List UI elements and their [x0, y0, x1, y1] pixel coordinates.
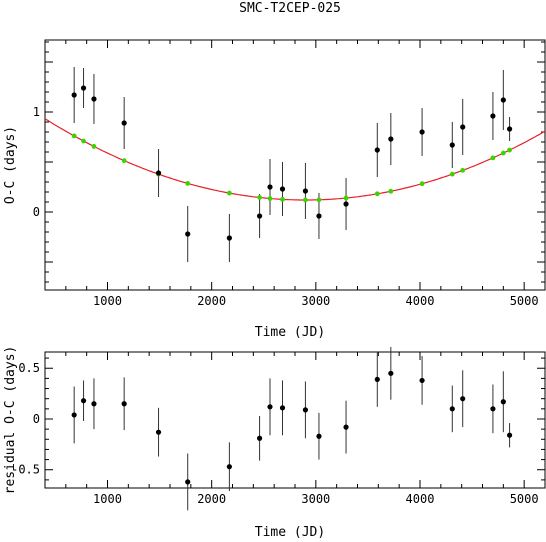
oc-model-point — [316, 197, 322, 203]
oc-data-point — [419, 129, 425, 135]
residual-data-point — [506, 432, 513, 438]
residual-data-point — [71, 412, 77, 418]
oc-plot-frame — [44, 39, 546, 291]
oc-data-point — [279, 186, 286, 192]
residual-data-point — [121, 401, 127, 407]
oc-data-points — [71, 85, 513, 241]
oc-model-point — [91, 144, 97, 149]
residual-data-point — [80, 398, 87, 404]
residual-axis-ticks: 1000 2000 3000 4000 5000 -0.5 0 0.5 — [11, 352, 546, 506]
oc-axis-ticks: 1000 2000 3000 4000 5000 0 1 — [33, 40, 546, 308]
residual-data-point — [388, 370, 394, 376]
oc-data-point — [374, 147, 380, 153]
residual-x-tick-label: 3000 — [301, 492, 330, 506]
residual-data-point — [500, 399, 506, 405]
oc-data-point — [506, 126, 513, 132]
oc-model-point — [449, 171, 455, 177]
oc-model-point — [280, 196, 285, 202]
residual-data-point — [460, 396, 466, 402]
oc-model-point — [374, 191, 380, 197]
residual-data-point — [343, 424, 349, 430]
oc-model-point — [343, 195, 349, 201]
oc-y-tick-label: 1 — [33, 105, 40, 119]
oc-model-point — [419, 181, 425, 187]
oc-model-point — [388, 188, 394, 194]
residual-data-point — [267, 404, 273, 410]
oc-model-point — [185, 181, 191, 186]
residual-y-tick-label: -0.5 — [11, 463, 40, 477]
oc-data-point — [121, 120, 127, 126]
oc-error-bars — [73, 67, 511, 262]
residual-y-axis-label: residual O-C (days) — [3, 346, 18, 495]
oc-data-point — [490, 113, 496, 119]
residual-plot-frame — [44, 351, 546, 489]
residual-x-tick-label: 2000 — [197, 492, 226, 506]
residual-data-point — [279, 405, 286, 411]
oc-y-tick-label: 0 — [33, 205, 40, 219]
residual-data-point — [256, 435, 263, 441]
residual-x-axis-label: Time (JD) — [255, 525, 325, 540]
oc-x-tick-label: 1000 — [93, 294, 122, 308]
oc-x-tick-label: 5000 — [510, 294, 539, 308]
residual-error-bars — [73, 346, 511, 511]
residual-data-point — [302, 407, 309, 413]
oc-model-point — [303, 197, 308, 203]
residual-panel: 1000 2000 3000 4000 5000 -0.5 0 0.5 Time (JD) r… — [3, 346, 546, 540]
residual-data-point — [490, 406, 496, 412]
oc-model-point — [81, 138, 86, 144]
chart-title: SMC-T2CEP-025 — [239, 1, 341, 16]
oc-x-axis-label: Time (JD) — [255, 325, 325, 340]
residual-data-point — [185, 479, 191, 485]
residual-data-point — [155, 429, 162, 435]
oc-data-point — [267, 184, 273, 190]
oc-model-point — [257, 195, 262, 200]
oc-data-point — [388, 136, 394, 142]
oc-data-point — [155, 170, 162, 176]
residual-data-points — [71, 370, 513, 485]
oc-y-axis-label: O-C (days) — [3, 126, 18, 204]
residual-data-point — [316, 433, 322, 439]
residual-y-tick-label: 0.5 — [18, 361, 40, 375]
oc-data-point — [226, 235, 232, 241]
oc-data-point — [185, 231, 191, 237]
oc-x-tick-label: 2000 — [197, 294, 226, 308]
oc-data-point — [316, 213, 322, 219]
residual-data-point — [449, 406, 455, 412]
oc-data-point — [91, 96, 97, 102]
oc-model-point — [460, 167, 466, 173]
residual-data-point — [374, 376, 380, 383]
oc-x-tick-label: 4000 — [406, 294, 435, 308]
oc-model-point — [507, 147, 512, 153]
residual-data-point — [226, 464, 232, 470]
oc-x-tick-label: 3000 — [301, 294, 330, 308]
residual-x-tick-label: 4000 — [406, 492, 435, 506]
residual-x-tick-label: 5000 — [510, 492, 539, 506]
oc-data-point — [449, 142, 455, 148]
oc-panel: 1000 2000 3000 4000 5000 0 1 Time (JD) O-C (da… — [3, 39, 546, 340]
oc-data-point — [80, 85, 87, 91]
residual-y-tick-label: 0 — [33, 412, 40, 426]
oc-data-point — [302, 188, 309, 194]
oc-data-point — [71, 92, 77, 98]
oc-data-point — [460, 124, 466, 130]
oc-model-point — [267, 196, 273, 201]
oc-data-point — [256, 213, 263, 219]
oc-model-point — [500, 150, 506, 156]
oc-model-point — [71, 133, 77, 139]
oc-model-point — [121, 158, 127, 164]
residual-x-tick-label: 1000 — [93, 492, 122, 506]
oc-data-point — [500, 97, 506, 103]
residual-data-point — [91, 401, 97, 407]
oc-data-point — [343, 201, 349, 207]
oc-model-points — [71, 133, 512, 203]
oc-quadratic-fit-curve — [45, 118, 545, 201]
oc-model-point — [490, 155, 496, 161]
residual-data-point — [419, 377, 425, 384]
oc-model-point — [226, 190, 232, 196]
